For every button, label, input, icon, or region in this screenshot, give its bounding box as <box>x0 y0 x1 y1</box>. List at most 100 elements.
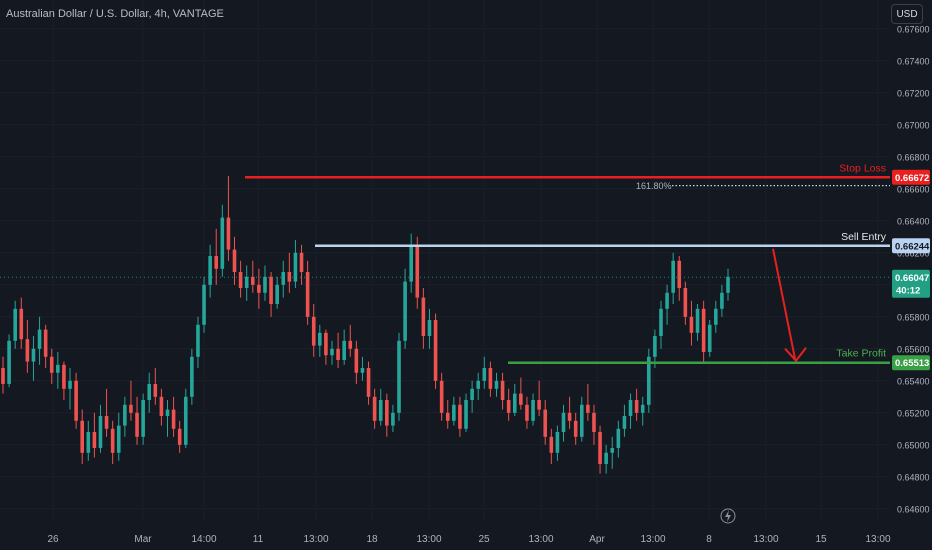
candle-body <box>263 276 267 293</box>
candle-body <box>43 329 48 357</box>
x-tick-label: 15 <box>815 534 827 545</box>
lightning-icon-ring <box>720 508 736 524</box>
candle-body <box>445 412 450 421</box>
candle-body <box>433 320 438 381</box>
y-tick-label: 0.65800 <box>897 312 930 322</box>
x-tick-label: 13:00 <box>865 534 890 545</box>
candle-body <box>342 340 346 360</box>
candle-body <box>372 396 377 421</box>
candle-body <box>634 400 639 413</box>
candle-body <box>238 272 243 288</box>
y-tick-label: 0.65400 <box>897 376 930 386</box>
candle-body <box>13 308 17 341</box>
candle-body <box>488 368 493 389</box>
candle-body <box>695 308 700 333</box>
candle-body <box>159 396 164 416</box>
candle-body <box>452 404 456 421</box>
candle-body <box>360 368 365 373</box>
candle-body <box>1 368 5 384</box>
candle-body <box>324 332 328 356</box>
candle-body <box>311 316 316 346</box>
y-tick-label: 0.64600 <box>897 504 930 514</box>
candle-body <box>579 404 584 437</box>
candle-body <box>318 332 322 346</box>
candle-body <box>202 284 206 325</box>
candle-body <box>196 324 200 357</box>
candle-body <box>689 316 694 333</box>
x-tick-label: 11 <box>253 534 264 545</box>
candle-body <box>628 400 633 416</box>
candle-body <box>616 428 621 448</box>
current-price-badge-countdown: 40:12 <box>896 285 920 296</box>
candle-body <box>586 404 590 413</box>
y-tick-label: 0.65200 <box>897 408 930 418</box>
candle-body <box>397 340 401 413</box>
projection-arrow-head <box>784 347 807 363</box>
candle-body <box>171 409 176 429</box>
candle-body <box>366 368 371 397</box>
candle-body <box>80 420 85 453</box>
candle-body <box>153 384 158 397</box>
x-tick-label: 18 <box>366 534 378 545</box>
candle-body <box>220 217 225 269</box>
projection-arrow-shaft <box>772 248 796 359</box>
candle-body <box>275 284 279 304</box>
stop-loss-price-badge <box>892 169 930 185</box>
candle-body <box>250 276 255 285</box>
sell-entry-price-badge-text: 0.66244 <box>895 241 930 252</box>
x-tick-label: 14:00 <box>191 534 216 545</box>
currency-button[interactable]: USD <box>891 4 923 24</box>
candle-body <box>494 380 499 389</box>
candle-body <box>543 409 548 437</box>
candle-body <box>354 348 359 373</box>
candle-body <box>104 416 109 429</box>
candle-body <box>482 368 487 381</box>
current-price-badge-text: 0.66047 <box>895 273 929 284</box>
y-tick-label: 0.66400 <box>897 216 930 226</box>
candle-body <box>677 260 682 288</box>
candle-body <box>561 412 566 432</box>
x-tick-label: 26 <box>47 534 59 545</box>
candle-body <box>281 272 286 285</box>
candle-body <box>385 400 389 426</box>
levels: 161.80% Stop Loss Sell Entry Take Profit <box>0 162 890 364</box>
y-tick-label: 0.65600 <box>897 344 930 354</box>
candle-body <box>683 288 688 317</box>
y-tick-label: 0.66800 <box>897 152 930 162</box>
current-price-badge <box>892 269 930 298</box>
candle-body <box>506 400 511 413</box>
candle-body <box>37 329 42 349</box>
candle-body <box>135 412 139 437</box>
candle-body <box>7 340 11 384</box>
price-axis: 0.67600 0.67400 0.67200 0.67000 0.66800 0.666… <box>897 24 930 514</box>
candle-body <box>659 308 663 336</box>
candle-body <box>415 244 420 298</box>
candle-body <box>409 244 413 282</box>
candle-body <box>348 340 353 349</box>
candle-body <box>720 292 724 309</box>
x-tick-label: 13:00 <box>303 534 328 545</box>
lightning-icon <box>720 508 736 524</box>
candle-body <box>567 412 572 421</box>
candle-body <box>421 297 426 336</box>
candle-body <box>98 416 103 448</box>
y-tick-label: 0.66200 <box>897 248 930 258</box>
y-tick-label: 0.67400 <box>897 56 930 66</box>
candle-body <box>665 292 669 309</box>
candle-body <box>525 404 529 421</box>
x-tick-label: 25 <box>478 534 490 545</box>
fib-label: 161.80% <box>636 181 672 191</box>
stop-loss-price-badge-text: 0.66672 <box>895 173 929 184</box>
candle-body <box>701 308 706 352</box>
sell-entry-label: Sell Entry <box>841 231 887 243</box>
grid <box>0 0 890 520</box>
x-tick-label: 13:00 <box>640 534 665 545</box>
y-tick-label: 0.67000 <box>897 120 930 130</box>
candle-body <box>92 432 97 448</box>
candle-body <box>232 249 237 272</box>
x-tick-label: Mar <box>134 534 152 545</box>
candle-body <box>116 425 121 453</box>
candle-body <box>269 276 273 304</box>
